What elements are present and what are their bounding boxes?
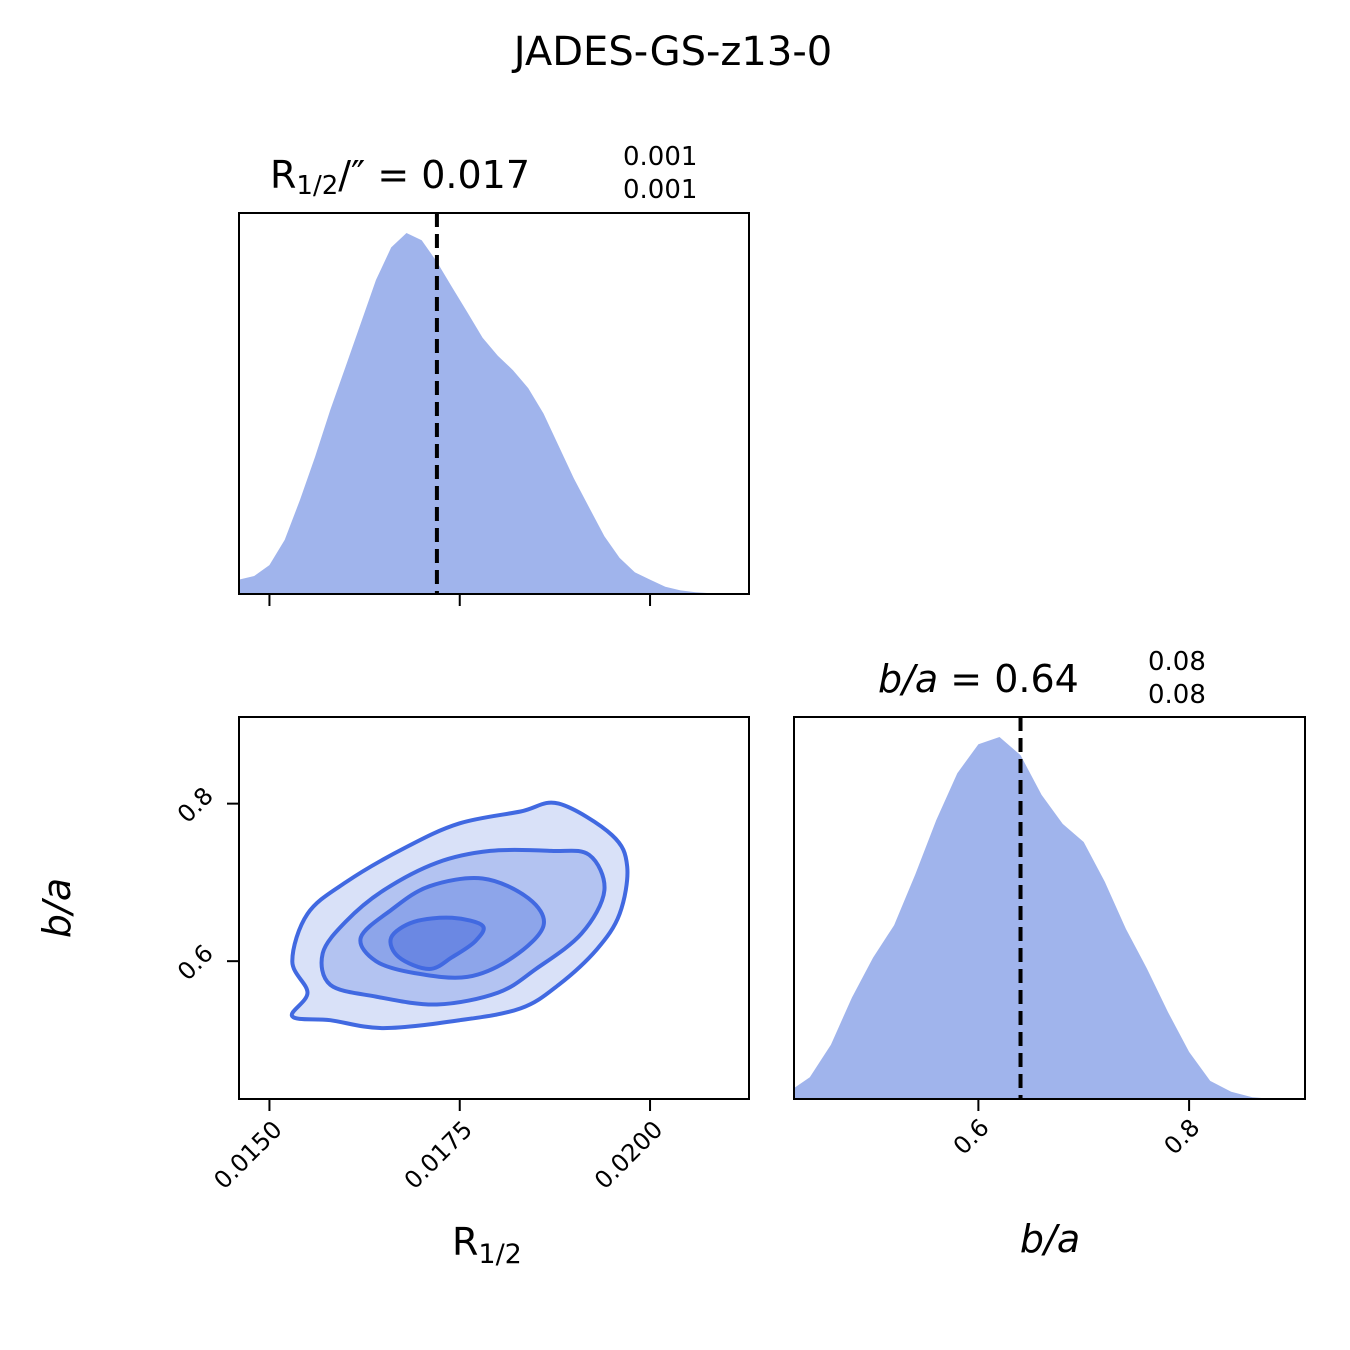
ba-histogram: 0.6 0.8 bbox=[793, 716, 1306, 1160]
r-hist-title-lo: 0.001 bbox=[623, 175, 697, 205]
x-axis-label-ba: b/a bbox=[1020, 1217, 1080, 1261]
ba-x-tick-label-0: 0.6 bbox=[948, 1113, 995, 1160]
r-half-x-tick-label-2: 0.0200 bbox=[589, 1115, 668, 1194]
x-axis-label-r: R1/2 bbox=[452, 1220, 522, 1270]
ba-x-tick-label-1: 0.8 bbox=[1159, 1113, 1206, 1160]
ba-histogram-fill bbox=[794, 737, 1305, 1099]
r-half-frame bbox=[238, 212, 750, 595]
r-hist-title-sup: 0.001 bbox=[623, 142, 697, 172]
ba-hist-title-sup: 0.08 bbox=[1148, 647, 1206, 677]
r-half-x-tick-label-1: 0.0175 bbox=[399, 1115, 478, 1194]
r-half-histogram-fill bbox=[239, 233, 749, 594]
figure-title: JADES-GS-z13-0 bbox=[511, 29, 832, 75]
ba-hist-title-lo: 0.08 bbox=[1148, 680, 1206, 710]
r-hist-title: R1/2/″ = 0.017 bbox=[270, 153, 530, 201]
ba-hist-title: b/a = 0.64 bbox=[878, 657, 1079, 701]
r-half-x-tick-label-0: 0.0150 bbox=[209, 1115, 288, 1194]
y-axis-label-ba: b/a bbox=[35, 878, 79, 938]
r-half-histogram bbox=[238, 212, 750, 606]
ba-y-tick-label-0: 0.6 bbox=[172, 939, 219, 986]
r-vs-ba-contour: 0.0150 0.0175 0.0200 0.6 0.8 bbox=[172, 716, 750, 1195]
contour-level-4 bbox=[388, 915, 486, 971]
ba-frame bbox=[793, 716, 1306, 1100]
ba-y-tick-label-1: 0.8 bbox=[172, 782, 219, 829]
contour-frame bbox=[238, 716, 750, 1100]
